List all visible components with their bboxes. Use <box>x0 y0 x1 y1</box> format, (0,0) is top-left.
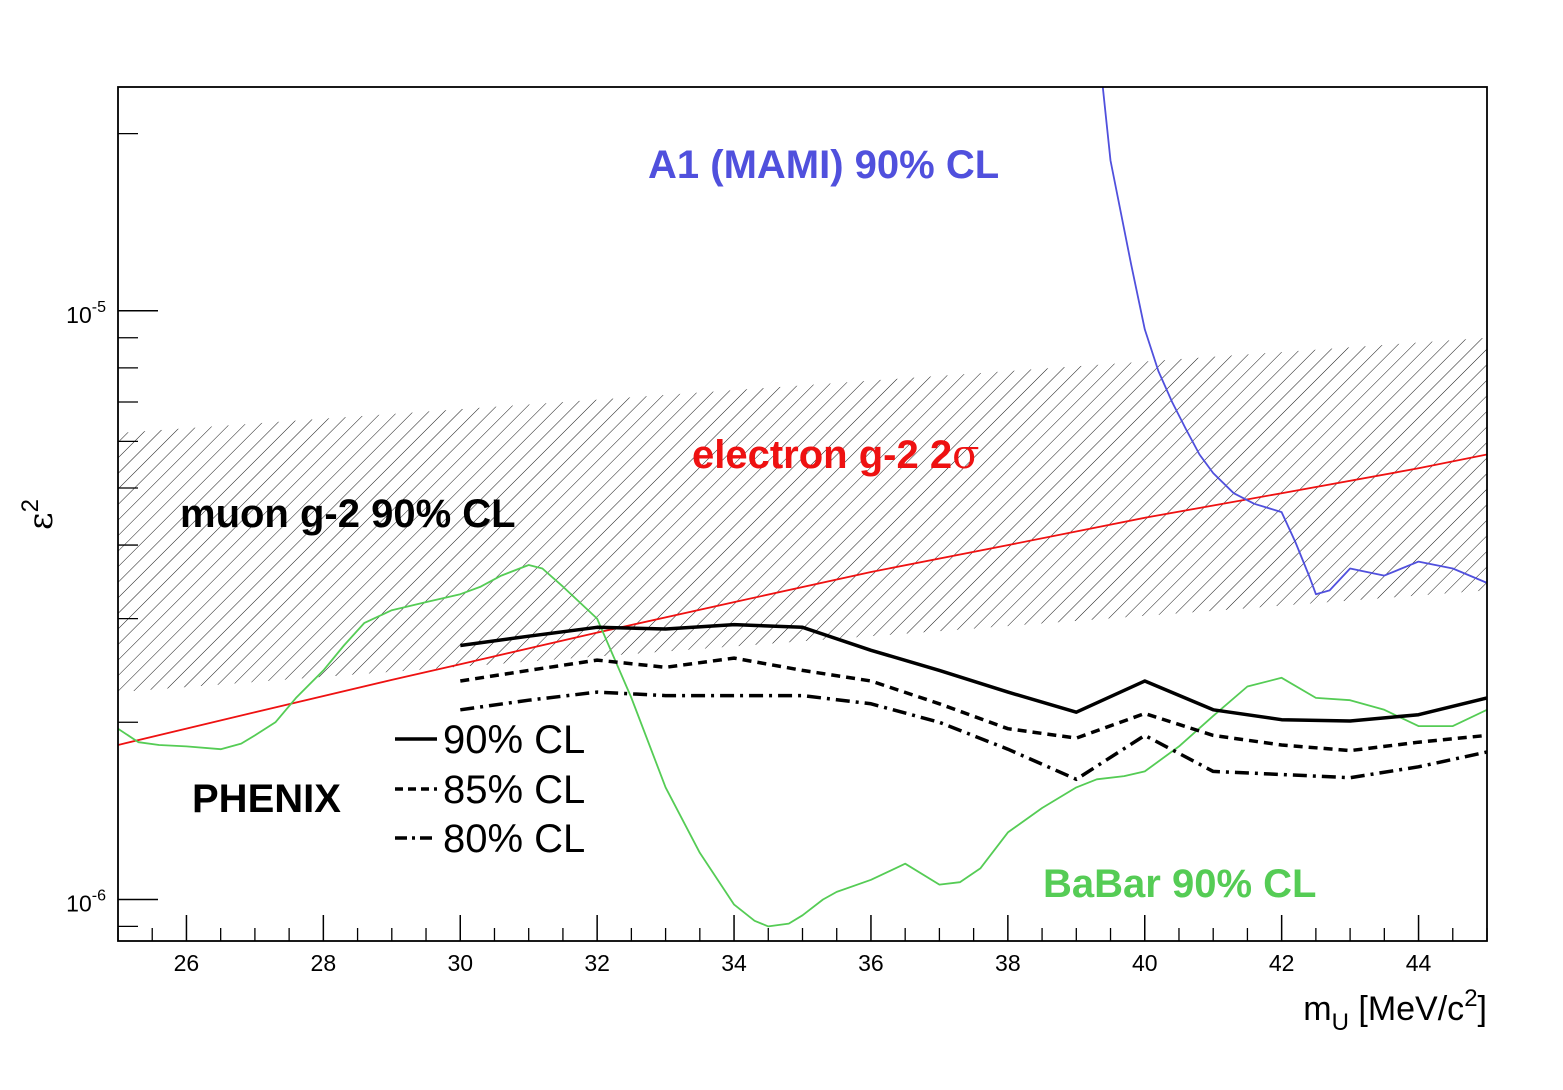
phenix-85-line <box>460 656 1487 753</box>
x-tick-label: 34 <box>721 950 747 976</box>
x-tick-label: 32 <box>584 950 610 976</box>
x-tick-label: 40 <box>1132 950 1158 976</box>
electron-g2-line <box>118 453 1487 746</box>
a1-annotation-text: A1 (MAMI) 90% CL <box>648 143 999 187</box>
legend-label-85: 85% CL <box>443 768 585 812</box>
plot-area: 26 28 30 32 34 36 38 40 42 44 10-6 10-5 <box>66 86 1488 976</box>
a1-annotation: A1 (MAMI) 90% CL <box>648 143 999 187</box>
legend-label-90: 90% CL <box>443 718 585 762</box>
x-tick-label: 38 <box>995 950 1021 976</box>
electron-annotation-sigma: σ <box>952 432 979 478</box>
y-axis-title: ε2 <box>17 499 61 530</box>
a1-mami-line <box>1101 87 1487 596</box>
electron-annotation: electron g-2 2σ <box>692 432 979 478</box>
x-tick-label: 26 <box>174 950 200 976</box>
phenix-90-line <box>460 622 1487 723</box>
phenix-label: PHENIX <box>192 777 341 821</box>
phenix-80-line <box>460 690 1487 782</box>
x-tick-label: 30 <box>447 950 473 976</box>
x-axis-title-unit: [MeV/c <box>1349 990 1464 1028</box>
y-tick-label: 10-6 <box>66 887 106 916</box>
y-tick-label: 10-5 <box>66 299 106 328</box>
y-axis-title-main: ε <box>21 512 61 530</box>
x-tick-label: 28 <box>311 950 337 976</box>
x-tick-label: 44 <box>1406 950 1432 976</box>
x-axis-title-main: m <box>1303 990 1331 1028</box>
legend: 90% CL 85% CL 80% CL <box>395 718 585 861</box>
x-axis-title-sub: U <box>1332 1009 1349 1036</box>
y-axis-title-sup: 2 <box>17 499 44 512</box>
x-axis-title: mU [MeV/c2] <box>1303 985 1487 1036</box>
x-tick-label: 36 <box>858 950 884 976</box>
legend-label-80: 80% CL <box>443 817 585 861</box>
electron-annotation-text: electron g-2 2 <box>692 433 952 477</box>
x-axis-title-unit-close: ] <box>1478 990 1487 1028</box>
muon-g2-band <box>118 337 1487 693</box>
x-axis-title-unit-sup: 2 <box>1464 985 1477 1012</box>
babar-annotation: BaBar 90% CL <box>1043 862 1316 906</box>
x-tick-label: 42 <box>1269 950 1295 976</box>
muon-annotation: muon g-2 90% CL <box>180 492 516 536</box>
